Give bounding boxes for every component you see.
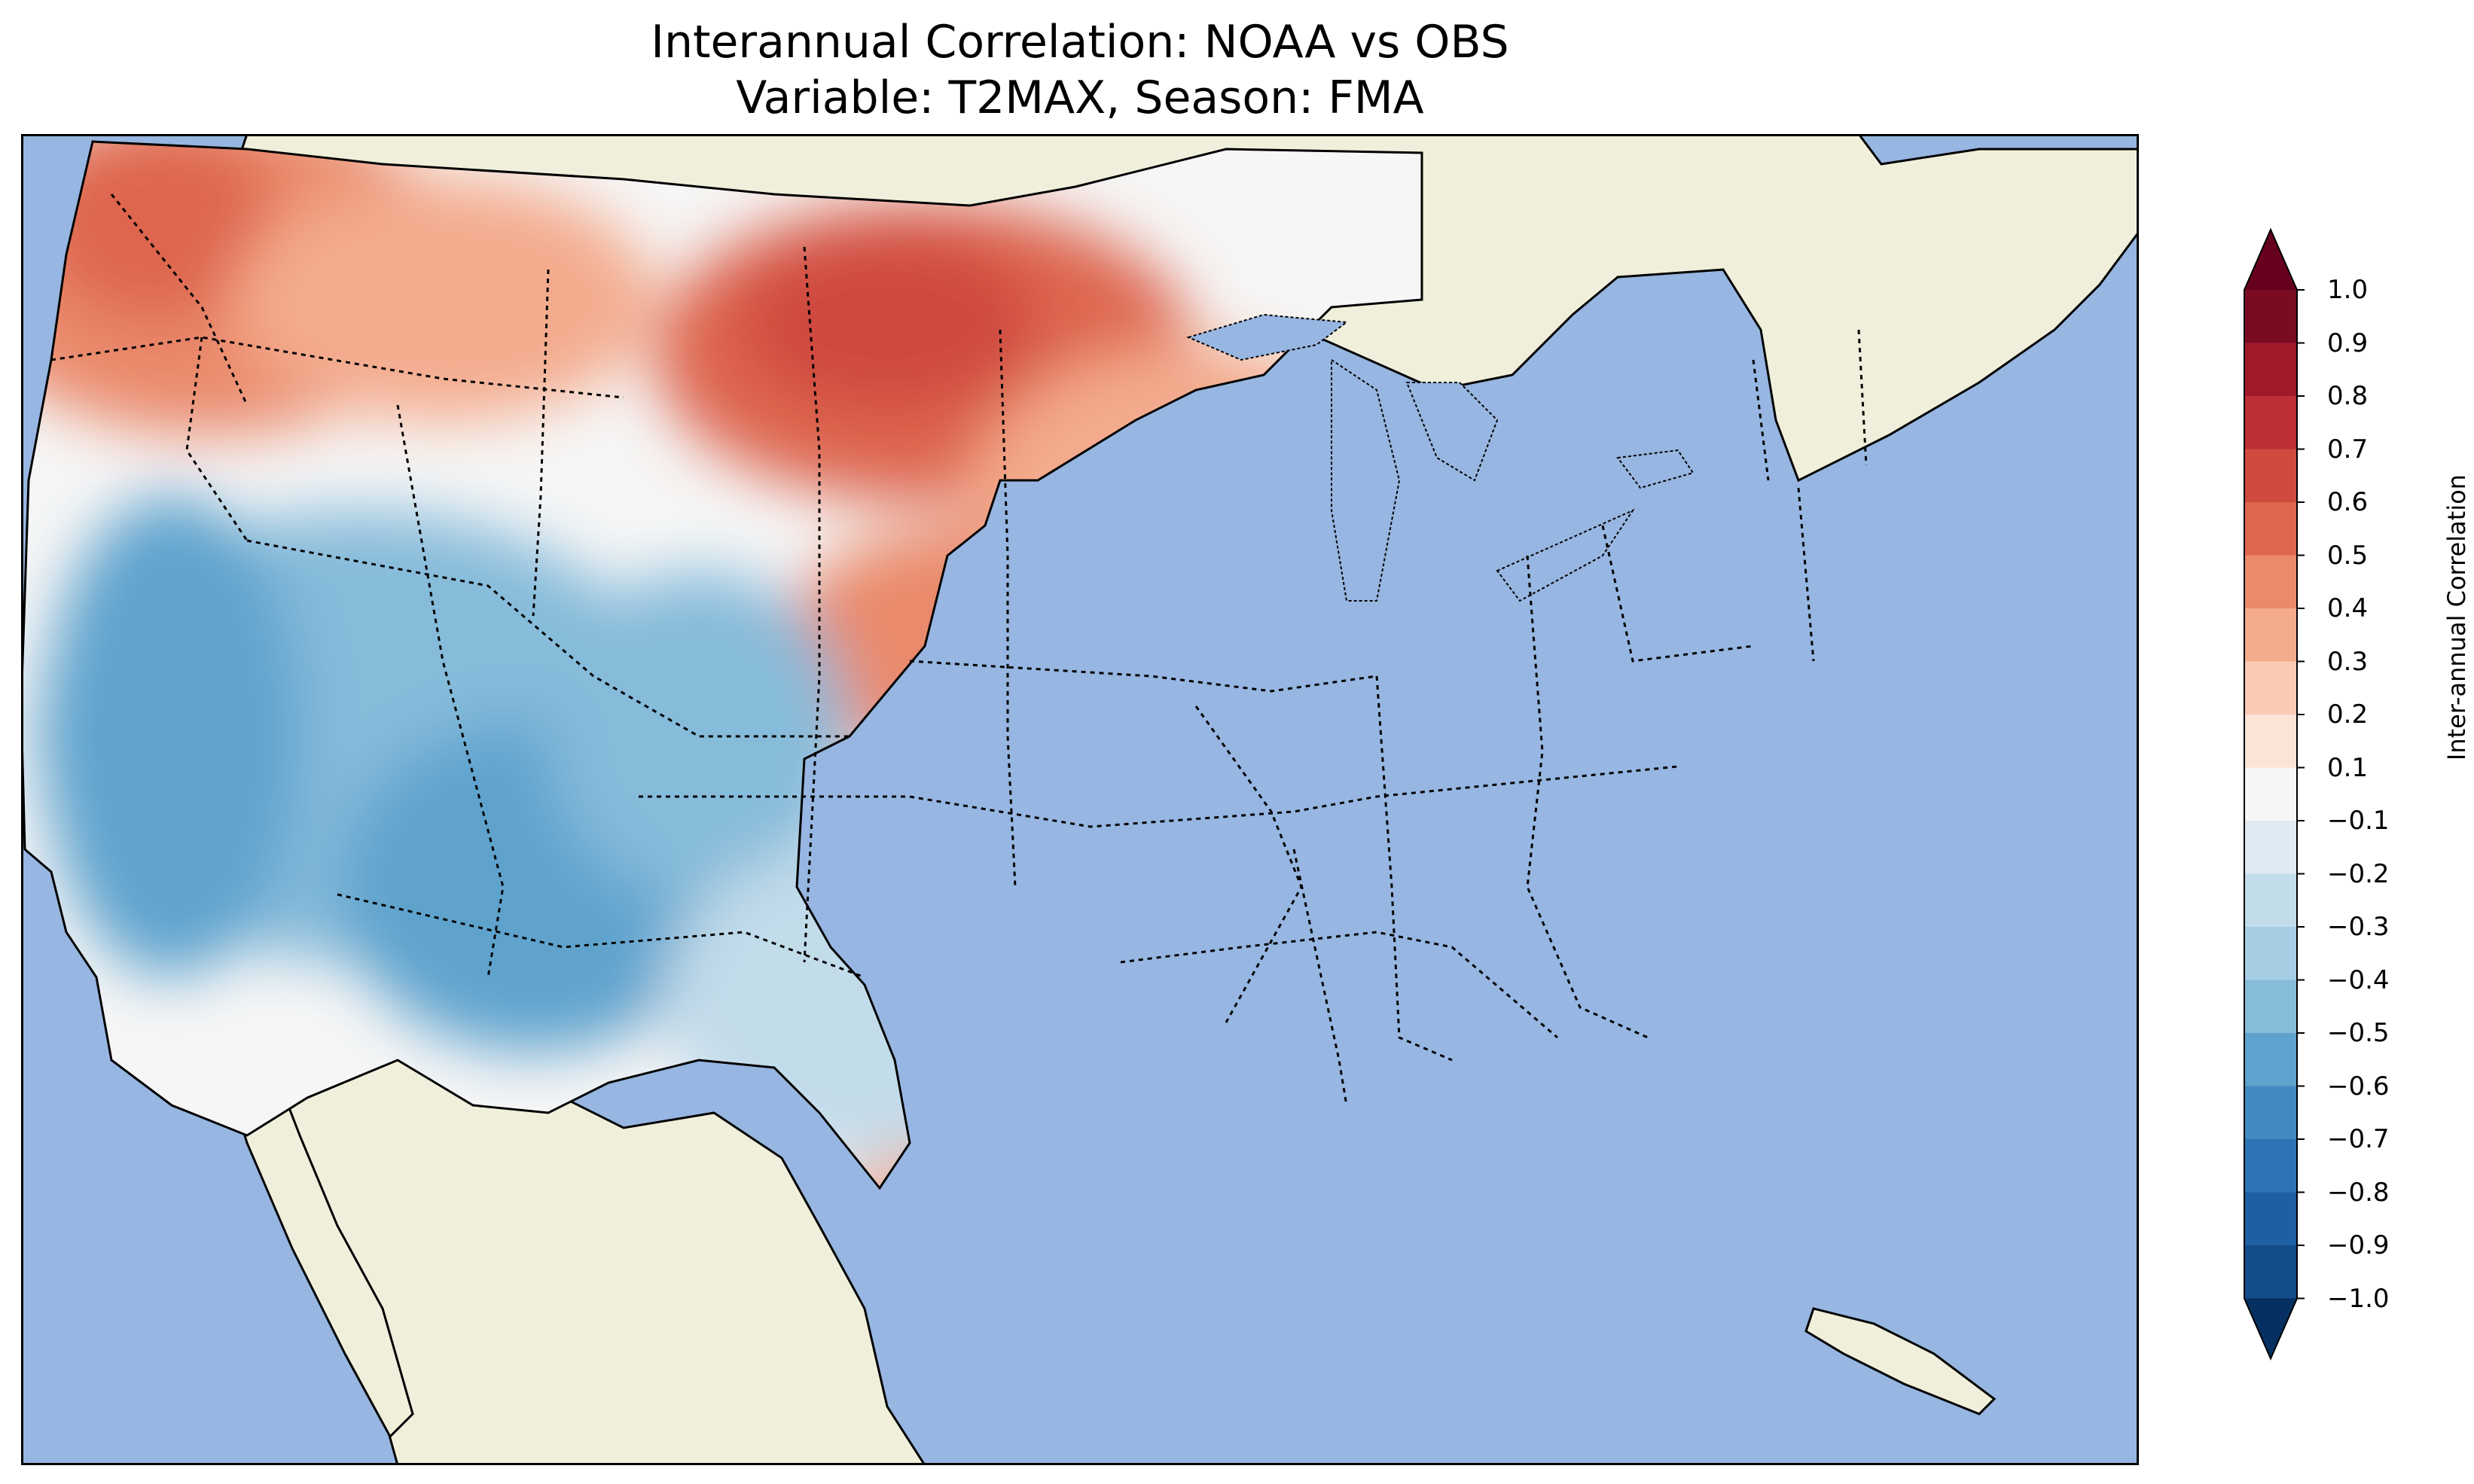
colorbar-band [2244, 980, 2297, 1034]
colorbar-band [2244, 661, 2297, 715]
colorbar-band [2244, 767, 2297, 821]
colorbar-tick-label: −0.6 [2327, 1071, 2390, 1102]
correlation-map [21, 134, 2139, 1465]
colorbar-band [2244, 502, 2297, 556]
colorbar-tick-label: −0.5 [2327, 1018, 2390, 1048]
colorbar-tick-label: 0.9 [2327, 328, 2369, 358]
great-lakes [1186, 313, 1695, 602]
colorbar-label: Inter-annual Correlation [2442, 474, 2471, 761]
colorbar-tick-label: −0.4 [2327, 964, 2390, 995]
colorbar-tick-label: −0.2 [2327, 858, 2390, 889]
colorbar-tick-label: 0.1 [2327, 752, 2369, 783]
colorbar-tick-label: −1.0 [2327, 1283, 2390, 1314]
colorbar-band [2244, 449, 2297, 503]
colorbar [2244, 227, 2305, 1361]
colorbar-tick-label: 0.8 [2327, 381, 2369, 411]
colorbar-under-arrow [2244, 1298, 2297, 1359]
colorbar-band [2244, 555, 2297, 609]
chart-title-line-2: Variable: T2MAX, Season: FMA [736, 72, 1424, 124]
state-borders [50, 193, 1868, 1106]
colorbar-tick-label: 0.5 [2327, 540, 2369, 571]
colorbar-tick-label: 0.7 [2327, 434, 2369, 465]
colorbar-tick-label: −0.9 [2327, 1230, 2390, 1260]
colorbar-band [2244, 1192, 2297, 1246]
colorbar-tick-label: −0.7 [2327, 1124, 2390, 1154]
colorbar-tick-label: −0.1 [2327, 806, 2390, 836]
colorbar-tick-label: 0.2 [2327, 699, 2369, 730]
colorbar-band [2244, 290, 2297, 343]
colorbar-band [2244, 1139, 2297, 1193]
colorbar-band [2244, 396, 2297, 449]
colorbar-band [2244, 821, 2297, 874]
colorbar-tick-label: 0.3 [2327, 646, 2369, 677]
us-outline [21, 140, 1423, 1190]
colorbar-tick-label: 1.0 [2327, 275, 2369, 305]
colorbar-tick-label: 0.6 [2327, 487, 2369, 517]
colorbar-tick-label: 0.4 [2327, 593, 2369, 623]
colorbar-band [2244, 715, 2297, 768]
cuba-island [1804, 1307, 1997, 1415]
chart-title-line-1: Interannual Correlation: NOAA vs OBS [651, 16, 1509, 69]
colorbar-band [2244, 1086, 2297, 1140]
colorbar-band [2244, 608, 2297, 662]
colorbar-tick-label: −0.3 [2327, 912, 2390, 942]
colorbar-band [2244, 1245, 2297, 1299]
colorbar-band [2244, 1033, 2297, 1086]
colorbar-tick-label: −0.8 [2327, 1177, 2390, 1208]
colorbar-over-arrow [2244, 230, 2297, 290]
colorbar-band [2244, 927, 2297, 980]
colorbar-band [2244, 873, 2297, 928]
colorbar-band [2244, 343, 2297, 397]
